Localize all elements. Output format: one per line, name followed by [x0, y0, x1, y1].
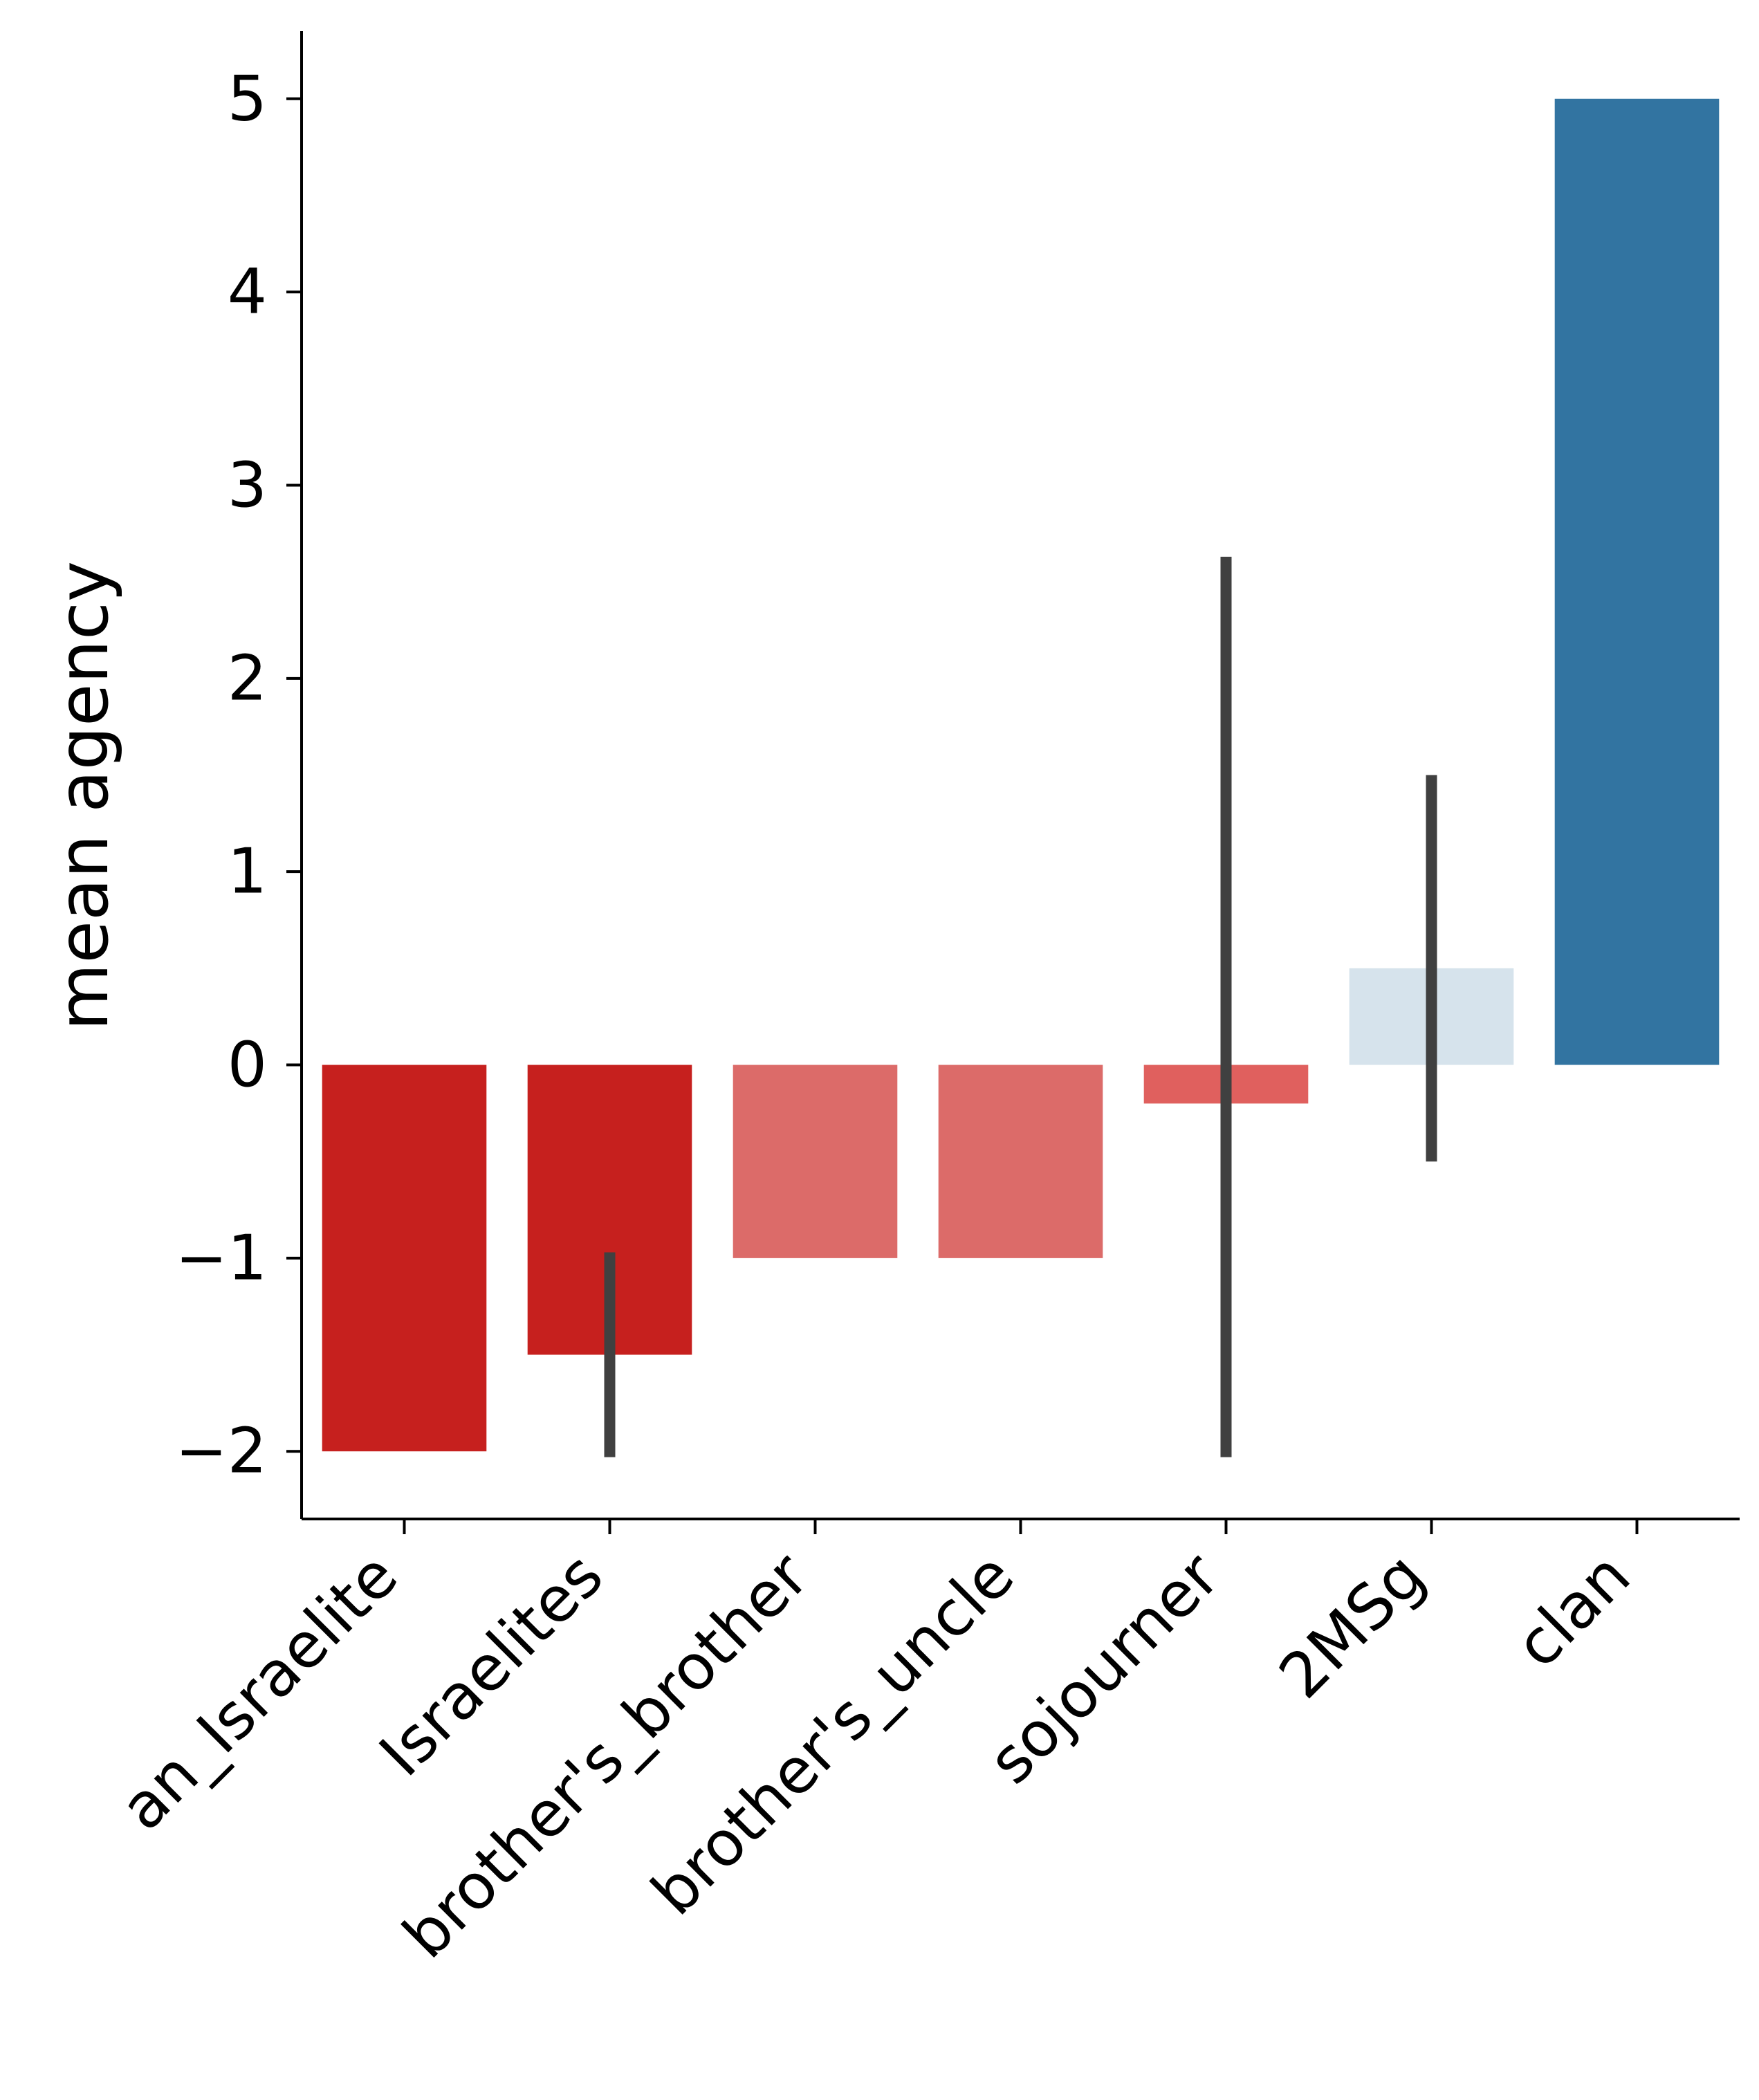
y-tick-label: 0 — [228, 1029, 267, 1101]
axes-layer — [300, 31, 1740, 1520]
y-tick-label: −1 — [175, 1222, 267, 1294]
bar-an-israelite — [322, 1065, 487, 1452]
x-tick-label: brother's_brother — [389, 1539, 822, 1972]
y-ticks: −2 −1 0 1 2 3 4 5 — [175, 62, 302, 1488]
x-tick-label: clan — [1502, 1539, 1644, 1682]
bar-brother-s-brother — [733, 1065, 898, 1258]
x-tick-label: an_Israelite — [107, 1539, 412, 1844]
x-tick-label: brother's_uncle — [638, 1539, 1028, 1929]
x-tick-label: 2MSg — [1266, 1539, 1439, 1712]
y-tick-label: 1 — [228, 836, 267, 908]
bars-layer — [322, 98, 1720, 1452]
y-tick-label: 3 — [228, 449, 267, 522]
y-axis-label: mean agency — [43, 561, 124, 1031]
error-bars-layer — [604, 556, 1437, 1457]
y-tick-label: 2 — [228, 642, 267, 715]
bar-clan — [1554, 98, 1720, 1065]
x-ticks: an_IsraeliteIsraelitesbrother's_brotherb… — [107, 1519, 1644, 1972]
y-tick-label: 5 — [228, 62, 267, 135]
y-tick-label: 4 — [228, 256, 267, 329]
y-tick-label: −2 — [175, 1415, 267, 1488]
bar-brother-s-uncle — [938, 1065, 1103, 1258]
